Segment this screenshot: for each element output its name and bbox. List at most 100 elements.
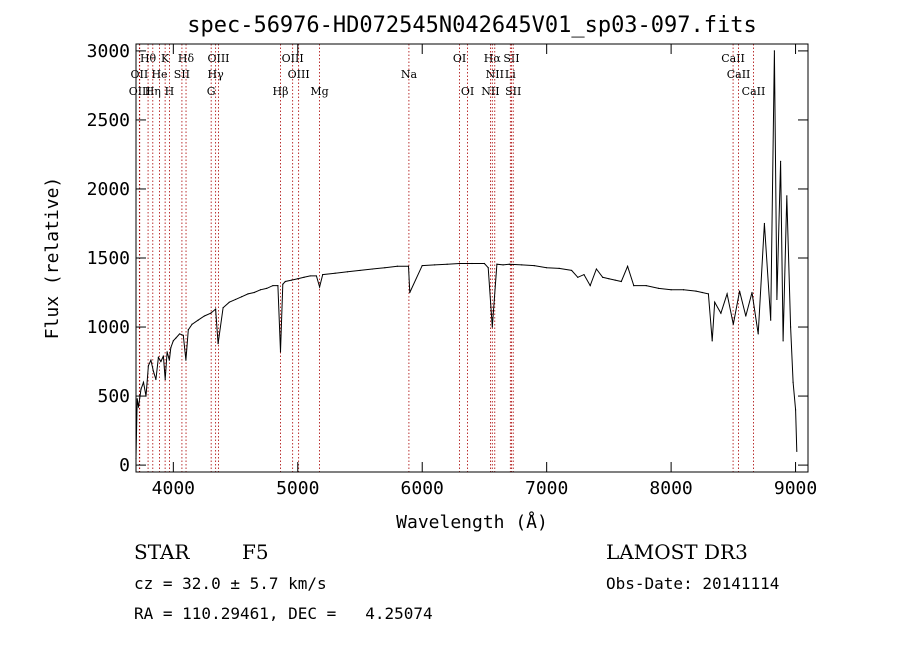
spectrum-point [502, 264, 504, 266]
line-marker-label: OIII [129, 85, 151, 98]
spectrum-point [346, 271, 349, 273]
spectrum-point [682, 289, 685, 291]
spectrum-point [396, 265, 398, 267]
spectrum-point [142, 381, 145, 383]
x-tick-label: 6000 [401, 478, 444, 499]
spectrum-point [197, 319, 199, 321]
spectrum-point [608, 278, 610, 280]
spectrum-point [614, 279, 616, 281]
spectrum-point [583, 273, 585, 276]
spectrum-point [160, 360, 162, 363]
spectrum-point [203, 315, 206, 317]
spectrum-point [152, 370, 155, 372]
spectrum-point [318, 286, 321, 288]
line-marker-label: Na [401, 68, 418, 81]
y-tick-label: 1000 [87, 317, 130, 338]
spectrum-point [315, 275, 318, 277]
spectrum-point [670, 289, 672, 291]
spectral-subclass: F5 [242, 540, 269, 564]
spectrum-point [166, 351, 168, 353]
spectrum-point [191, 323, 193, 325]
line-marker-label: CaII [742, 85, 766, 98]
spectrum-point [745, 315, 747, 317]
spectrum-point [521, 264, 523, 266]
spectrum-point [168, 359, 170, 361]
spectrum-point [407, 265, 410, 267]
spectrum-point [157, 356, 159, 359]
spectrum-point [695, 290, 697, 292]
line-marker-label: H [165, 85, 175, 98]
y-tick-label: 0 [119, 455, 130, 476]
plot-frame [135, 43, 809, 473]
spectrum-point [182, 334, 184, 336]
y-tick-label: 500 [97, 386, 130, 407]
line-marker-label: OI [461, 85, 474, 98]
spectrum-point [620, 280, 622, 283]
spectrum-point [155, 378, 157, 381]
line-marker-label: SII [503, 52, 519, 65]
spectrum-point [446, 263, 448, 265]
survey-name: LAMOST DR3 [606, 540, 748, 564]
spectrum-point [496, 263, 498, 265]
spectrum-point [508, 263, 510, 265]
y-tick-label: 1500 [87, 248, 130, 269]
spectrum-point [253, 291, 255, 294]
line-marker-label: OIII [282, 52, 304, 65]
line-marker-label: Mg [310, 85, 328, 98]
spectrum-point [794, 409, 797, 411]
y-axis-label: Flux (relative) [42, 177, 63, 340]
spectrum-point [434, 264, 436, 266]
spectrum-point [282, 283, 284, 285]
x-tick-label: 4000 [152, 478, 195, 499]
line-marker-label: OI [453, 52, 466, 65]
spectrum-point [371, 268, 374, 270]
object-class: STAR [134, 540, 190, 564]
y-tick-label: 2500 [87, 110, 130, 131]
spectrum-point [570, 269, 573, 272]
line-marker-label: SII [174, 68, 190, 81]
spectrum-point [322, 273, 324, 276]
line-marker-label: G [207, 85, 216, 98]
spectrum-point [284, 280, 286, 283]
spectrum-point [150, 359, 152, 361]
spectrum-point [589, 285, 591, 287]
line-marker-label: CaII [721, 52, 745, 65]
spectrum-point [217, 343, 219, 345]
x-axis-label: Wavelength (Å) [396, 511, 548, 533]
spectrum-point [487, 267, 489, 269]
x-tick-label: 5000 [276, 478, 319, 499]
spectrum-point [577, 276, 579, 278]
spectrum-point [732, 323, 734, 325]
x-tick-label: 9000 [774, 478, 817, 499]
spectrum-point [658, 287, 660, 289]
spectrum-point [215, 308, 217, 310]
spectrum-point [714, 301, 716, 303]
spectrum-point [789, 326, 792, 328]
spectrum-point [533, 264, 535, 267]
spectrum-point [707, 293, 710, 295]
line-marker-label: SII [505, 85, 521, 98]
line-marker-label: NII [486, 68, 504, 81]
chart-title: spec-56976-HD072545N042645V01_sp03-097.f… [187, 13, 757, 38]
spectrum-point [164, 378, 166, 381]
spectrum-point [558, 267, 560, 269]
line-marker-label: He [151, 68, 167, 81]
spectrum-point [776, 298, 778, 301]
y-tick-label: 2000 [87, 179, 130, 200]
line-marker-label: Hδ [178, 52, 195, 65]
spectrum-point [711, 340, 713, 342]
line-marker-label: Hβ [273, 85, 289, 98]
y-axis-ticks: 0 500 1000 1500 2000 2500 3000 [87, 41, 808, 476]
spectrum-point [309, 275, 311, 277]
line-marker-label: NII [481, 85, 499, 98]
spectrum-point [633, 285, 635, 287]
spectrum-point [266, 287, 268, 289]
y-tick-label: 3000 [87, 41, 130, 62]
spectrum-series [135, 50, 798, 459]
spectrum-point [645, 285, 647, 287]
line-marker-label: OIII [207, 52, 229, 65]
spectrum-point [720, 312, 722, 314]
spectrum-point [751, 291, 753, 294]
spectrum-point [210, 312, 212, 314]
line-marker-label: OII [131, 68, 149, 81]
